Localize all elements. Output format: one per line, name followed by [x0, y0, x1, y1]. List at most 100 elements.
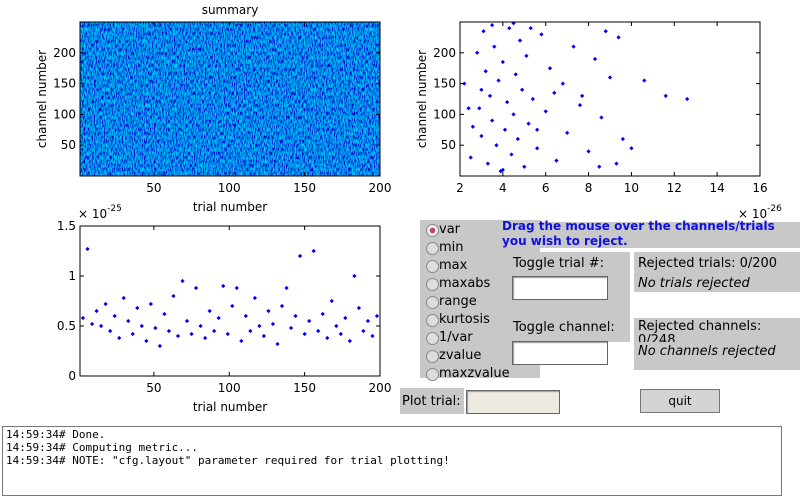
point [139, 323, 144, 329]
toggle-trial-input[interactable] [512, 276, 608, 300]
point [225, 331, 230, 337]
metric-radio[interactable] [426, 368, 439, 381]
x-tick-label: 50 [146, 181, 161, 195]
point [620, 136, 625, 142]
point [509, 152, 514, 157]
y-tick-label: 100 [53, 107, 76, 121]
point [515, 136, 520, 142]
axes-box [79, 21, 381, 177]
point [221, 283, 226, 289]
plot-title: summary [202, 3, 259, 17]
point [162, 311, 167, 317]
point [347, 338, 352, 344]
metric-radio[interactable] [426, 332, 439, 345]
point [85, 246, 90, 252]
y-tick-label: 1.5 [57, 219, 76, 233]
point [193, 285, 199, 291]
log-line: 14:59:34# Done. [6, 428, 106, 441]
rejected-channels: Rejected channels: 0/248 [638, 320, 762, 342]
x-tick-label: 150 [293, 181, 316, 195]
point [485, 161, 490, 166]
x-tick-label: 100 [218, 381, 241, 395]
x-tick-label: 14 [710, 181, 725, 195]
toggle-trial-label: Toggle trial #: [513, 256, 604, 271]
metric-label: zvalue [439, 348, 482, 363]
y-tick-label: 50 [441, 138, 456, 152]
exponent-power: -25 [107, 204, 122, 214]
y-tick-label: 200 [433, 46, 456, 60]
channels-panel [634, 318, 800, 370]
point [365, 318, 371, 324]
point [629, 146, 634, 151]
instruction-panel [500, 222, 800, 248]
point [329, 298, 334, 304]
y-tick-label: 0.5 [57, 319, 76, 333]
exponent-base: × 10 [78, 207, 107, 221]
point [275, 341, 280, 347]
point [153, 325, 158, 331]
metric-radio[interactable] [426, 224, 439, 237]
point [279, 303, 285, 309]
point [307, 318, 312, 324]
point [266, 308, 271, 314]
point [234, 285, 239, 291]
point [293, 313, 298, 319]
x-tick-label: 16 [752, 181, 767, 195]
y-tick-label: 150 [433, 77, 456, 91]
point [502, 127, 508, 132]
point [343, 315, 348, 321]
point [479, 133, 484, 139]
point [597, 164, 602, 169]
log-line: 14:59:34# Computing metric... [6, 441, 199, 454]
metric-radio[interactable] [426, 260, 439, 273]
point [288, 325, 294, 331]
point [338, 331, 343, 337]
log-box: 14:59:34# Done. 14:59:34# Computing metri… [2, 426, 782, 496]
point [370, 333, 375, 339]
point [198, 323, 203, 329]
point [130, 331, 135, 337]
point [189, 331, 194, 337]
metric-radio[interactable] [426, 350, 439, 363]
point [302, 331, 307, 337]
y-tick-label: 100 [433, 107, 456, 121]
metric-label: maxabs [439, 276, 491, 291]
point [494, 143, 499, 148]
point [216, 315, 221, 321]
exponent-label: × 10-25 [78, 204, 122, 221]
x-tick-label: 150 [293, 381, 316, 395]
metric-label: var [439, 222, 461, 237]
x-tick-label: 4 [499, 181, 507, 195]
x-tick-label: 200 [369, 381, 392, 395]
point [252, 295, 257, 301]
point [166, 328, 172, 334]
metric-radio[interactable] [426, 242, 439, 255]
point [243, 313, 248, 319]
toggle-channel-input[interactable] [512, 341, 608, 365]
metric-radio[interactable] [426, 296, 439, 309]
metric-radio[interactable] [426, 278, 439, 291]
plot-trial-panel [400, 388, 464, 414]
point [203, 335, 208, 341]
point [207, 308, 212, 314]
point [316, 328, 321, 334]
point [614, 161, 619, 166]
point [361, 328, 366, 334]
point [565, 130, 570, 136]
metric-radio[interactable] [426, 314, 439, 327]
plot-area [460, 22, 760, 176]
plot-trial-input[interactable] [466, 390, 560, 414]
point [535, 146, 540, 151]
y-tick-label: 200 [53, 46, 76, 60]
x-tick-label: 6 [542, 181, 550, 195]
point [180, 278, 185, 284]
point [184, 318, 190, 324]
point [586, 149, 591, 154]
y-tick-label: 0 [68, 369, 76, 383]
quit-button[interactable]: quit [640, 389, 720, 413]
x-axis-label: trial number [193, 400, 267, 414]
point [334, 323, 339, 329]
point [320, 311, 325, 317]
point [284, 285, 289, 291]
